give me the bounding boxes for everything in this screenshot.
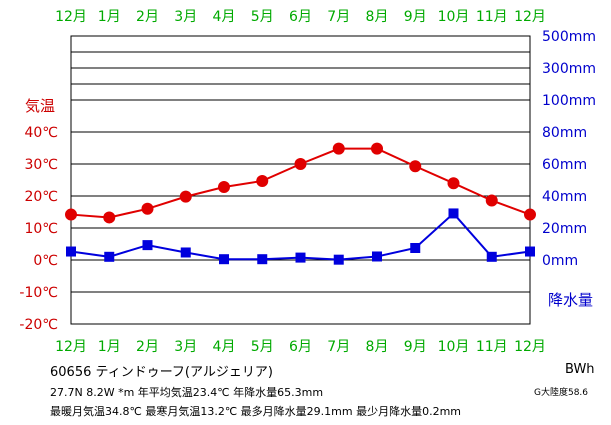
precipitation-point	[295, 252, 306, 263]
month-label: 6月	[289, 339, 312, 355]
precipitation-tick-label: 40mm	[542, 189, 587, 205]
precipitation-point	[257, 254, 268, 265]
month-label: 7月	[327, 339, 350, 355]
continentality-index: G大陸度58.6	[534, 388, 589, 398]
station-extremes: 最暖月気温34.8℃ 最寒月気温13.2℃ 最多月降水量29.1mm 最少月降水…	[50, 405, 462, 418]
temperature-point	[141, 202, 154, 215]
precipitation-point	[486, 251, 497, 262]
month-label: 4月	[213, 9, 236, 25]
month-label: 1月	[98, 9, 121, 25]
climate-chart: 12月 1月 2月 3月 4月 5月 6月 7月 8月 9月 10月 11月 12月 12月 1月 2月 3月…	[19, 9, 596, 355]
precipitation-point	[180, 247, 191, 258]
month-label: 5月	[251, 339, 274, 355]
month-label: 3月	[174, 9, 197, 25]
precipitation-point	[66, 246, 76, 257]
precipitation-tick-label: 60mm	[542, 157, 587, 173]
precipitation-point	[142, 240, 153, 251]
plot-area	[70, 35, 531, 325]
month-label: 12月	[55, 339, 87, 355]
temperature-tick-label: 10℃	[24, 221, 58, 237]
temperature-point	[103, 211, 116, 224]
month-label: 12月	[514, 339, 546, 355]
temperature-point	[256, 174, 269, 187]
month-label: 12月	[514, 9, 546, 25]
month-label: 4月	[213, 339, 236, 355]
temperature-point	[485, 194, 498, 207]
precipitation-point	[448, 208, 459, 219]
precipitation-point	[104, 251, 115, 262]
station-summary: 27.7N 8.2W *m 年平均気温23.4℃ 年降水量65.3mm	[50, 386, 324, 399]
precipitation-tick-label: 500mm	[542, 29, 596, 45]
month-label: 8月	[366, 339, 389, 355]
precipitation-point	[525, 246, 535, 257]
precipitation-tick-label: 80mm	[542, 125, 587, 141]
month-label: 10月	[438, 9, 470, 25]
temperature-tick-labels: 40℃ 30℃ 20℃ 10℃ 0℃ -10℃ -20℃	[19, 125, 58, 333]
month-label: 2月	[136, 339, 159, 355]
temperature-point	[179, 190, 192, 203]
temperature-tick-label: 20℃	[24, 189, 58, 205]
series-layer	[65, 142, 536, 265]
temperature-point	[218, 181, 230, 194]
temperature-point	[294, 158, 307, 170]
temperature-tick-label: 40℃	[24, 125, 58, 141]
precipitation-point	[372, 251, 382, 262]
month-label: 1月	[98, 339, 121, 355]
temperature-point	[447, 177, 460, 190]
month-label: 11月	[476, 9, 508, 25]
temperature-axis-label: 気温	[25, 97, 55, 115]
month-label: 7月	[327, 9, 350, 25]
precipitation-point	[333, 254, 344, 265]
month-label: 8月	[366, 9, 389, 25]
month-label: 6月	[289, 9, 312, 25]
temperature-point	[65, 208, 77, 221]
month-label: 10月	[438, 339, 470, 355]
month-label: 11月	[476, 339, 508, 355]
month-label: 9月	[404, 9, 427, 25]
temperature-tick-label: 0℃	[33, 253, 58, 269]
precipitation-tick-label: 0mm	[542, 253, 578, 269]
month-label: 3月	[174, 339, 197, 355]
temperature-point	[524, 208, 536, 221]
bottom-month-labels: 12月 1月 2月 3月 4月 5月 6月 7月 8月 9月 10月 11月 12月	[55, 339, 546, 355]
precipitation-tick-labels: 0mm 20mm 40mm 60mm 80mm 100mm 300mm 500mm	[542, 29, 596, 269]
station-name: 60656 ティンドゥーフ(アルジェリア)	[50, 365, 273, 380]
temperature-tick-label: -10℃	[19, 285, 58, 301]
precipitation-tick-label: 100mm	[542, 93, 596, 109]
month-label: 5月	[251, 9, 274, 25]
temperature-point	[371, 142, 383, 155]
precipitation-point	[410, 243, 421, 253]
temperature-tick-label: -20℃	[19, 317, 58, 333]
temperature-point	[332, 142, 345, 155]
precipitation-point	[219, 254, 229, 265]
temperature-point	[409, 160, 422, 173]
top-month-labels: 12月 1月 2月 3月 4月 5月 6月 7月 8月 9月 10月 11月 12月	[55, 9, 546, 25]
month-label: 9月	[404, 339, 427, 355]
precipitation-axis-label: 降水量	[548, 291, 593, 309]
precipitation-tick-label: 300mm	[542, 61, 596, 77]
temperature-tick-label: 30℃	[24, 157, 58, 173]
precipitation-tick-label: 20mm	[542, 221, 587, 237]
month-label: 2月	[136, 9, 159, 25]
climate-classification: BWh	[565, 362, 595, 377]
month-label: 12月	[55, 9, 87, 25]
